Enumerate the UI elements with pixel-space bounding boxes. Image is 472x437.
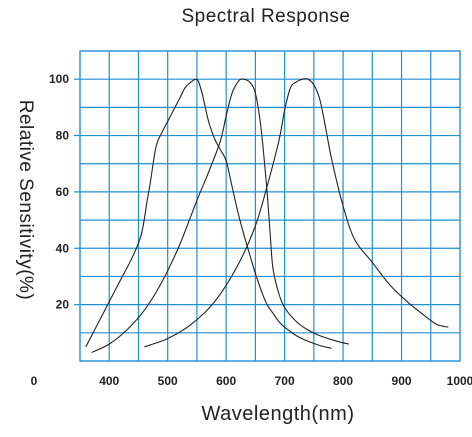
x-tick-label: 900 bbox=[392, 374, 412, 388]
x-tick-label: 700 bbox=[275, 374, 295, 388]
y-tick-label: 80 bbox=[56, 129, 70, 143]
origin-label: 0 bbox=[31, 374, 38, 388]
plot-frame bbox=[79, 50, 461, 362]
tick-labels: 20 40 60 80 100 400 500 600 700 800 900 1000 0 bbox=[31, 72, 472, 388]
series-line-3 bbox=[144, 78, 449, 348]
series-line-2 bbox=[91, 78, 350, 353]
x-tick-label: 800 bbox=[333, 374, 353, 388]
x-tick-label: 600 bbox=[216, 374, 236, 388]
x-tick-label: 500 bbox=[158, 374, 178, 388]
x-tick-label: 400 bbox=[99, 374, 119, 388]
y-axis-label: Relative Sensitivity(%) bbox=[15, 100, 36, 301]
y-tick-label: 40 bbox=[56, 241, 70, 255]
y-tick-label: 20 bbox=[56, 298, 70, 312]
chart-title: Spectral Response bbox=[181, 6, 350, 27]
y-tick-label: 60 bbox=[56, 185, 70, 199]
series-lines bbox=[85, 78, 449, 353]
series-line-1 bbox=[85, 78, 332, 349]
x-tick-label: 1000 bbox=[447, 374, 472, 388]
grid bbox=[74, 50, 461, 362]
y-tick-label: 100 bbox=[49, 72, 69, 86]
x-axis-label: Wavelength(nm) bbox=[202, 403, 355, 425]
